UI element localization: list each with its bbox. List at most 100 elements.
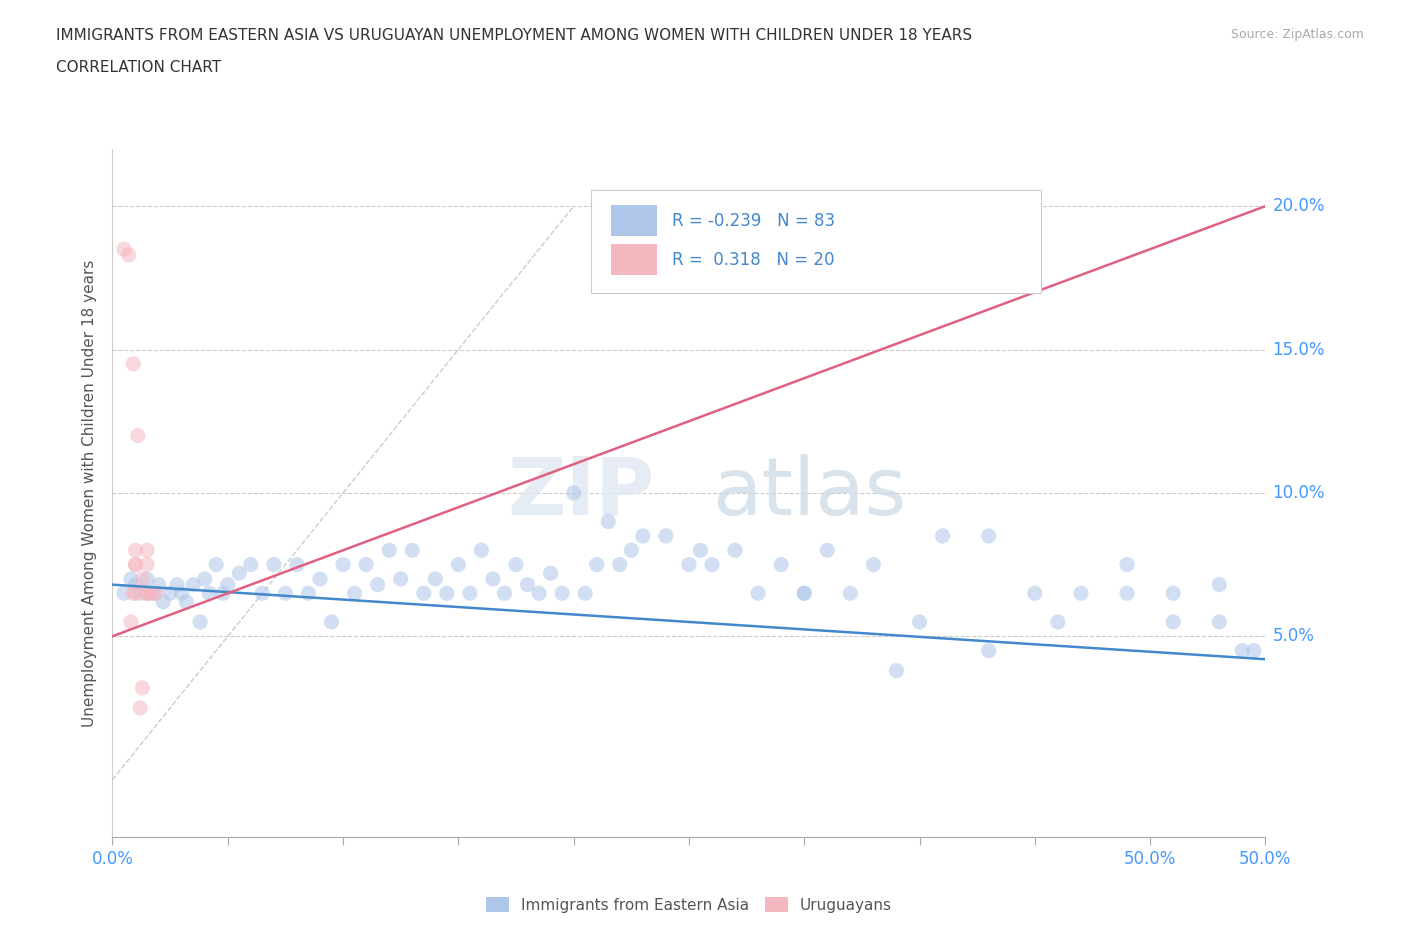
Point	[124, 557, 146, 572]
Text: CORRELATION CHART: CORRELATION CHART	[56, 60, 221, 75]
Point	[505, 557, 527, 572]
Point	[562, 485, 585, 500]
Point	[862, 557, 884, 572]
Point	[136, 557, 159, 572]
Point	[527, 586, 550, 601]
Legend: Immigrants from Eastern Asia, Uruguayans: Immigrants from Eastern Asia, Uruguayans	[479, 891, 898, 919]
Point	[297, 586, 319, 601]
Point	[285, 557, 308, 572]
Point	[309, 571, 332, 587]
Point	[120, 615, 142, 630]
Point	[1208, 578, 1230, 592]
Text: 20.0%: 20.0%	[1272, 197, 1324, 215]
Text: Source: ZipAtlas.com: Source: ZipAtlas.com	[1230, 28, 1364, 41]
Point	[620, 543, 643, 558]
Point	[724, 543, 747, 558]
Point	[977, 644, 1000, 658]
Point	[977, 528, 1000, 543]
Point	[793, 586, 815, 601]
Point	[136, 586, 159, 601]
Point	[1161, 615, 1184, 630]
Point	[141, 586, 163, 601]
Point	[145, 586, 167, 601]
Point	[212, 586, 235, 601]
Point	[551, 586, 574, 601]
Point	[401, 543, 423, 558]
Point	[343, 586, 366, 601]
Point	[112, 242, 135, 257]
Point	[609, 557, 631, 572]
Text: 15.0%: 15.0%	[1272, 340, 1324, 359]
Point	[655, 528, 678, 543]
Point	[122, 356, 145, 371]
Point	[131, 681, 153, 696]
Point	[332, 557, 354, 572]
Point	[770, 557, 793, 572]
Point	[540, 565, 562, 580]
Point	[482, 571, 505, 587]
FancyBboxPatch shape	[610, 244, 657, 274]
Point	[148, 578, 170, 592]
Point	[143, 586, 166, 601]
Point	[136, 543, 159, 558]
Point	[458, 586, 481, 601]
Point	[112, 586, 135, 601]
Point	[908, 615, 931, 630]
Point	[228, 565, 250, 580]
Point	[494, 586, 516, 601]
Point	[174, 594, 197, 609]
Point	[124, 586, 146, 601]
Text: 5.0%: 5.0%	[1272, 627, 1315, 645]
Point	[436, 586, 458, 601]
Point	[389, 571, 412, 587]
Point	[124, 578, 146, 592]
Point	[425, 571, 447, 587]
Point	[931, 528, 953, 543]
Point	[321, 615, 343, 630]
Point	[181, 578, 204, 592]
Point	[1208, 615, 1230, 630]
Point	[1070, 586, 1092, 601]
Point	[1232, 644, 1254, 658]
Point	[129, 700, 152, 715]
Point	[170, 586, 193, 601]
Point	[678, 557, 700, 572]
Point	[631, 528, 654, 543]
Point	[1243, 644, 1265, 658]
Point	[188, 615, 211, 630]
Point	[747, 586, 769, 601]
Point	[124, 557, 146, 572]
Point	[574, 586, 596, 601]
Point	[598, 514, 620, 529]
Point	[447, 557, 470, 572]
Text: 10.0%: 10.0%	[1272, 484, 1324, 502]
Text: IMMIGRANTS FROM EASTERN ASIA VS URUGUAYAN UNEMPLOYMENT AMONG WOMEN WITH CHILDREN: IMMIGRANTS FROM EASTERN ASIA VS URUGUAYA…	[56, 28, 973, 43]
Point	[1116, 586, 1139, 601]
Point	[354, 557, 377, 572]
Y-axis label: Unemployment Among Women with Children Under 18 years: Unemployment Among Women with Children U…	[82, 259, 97, 726]
Point	[1161, 586, 1184, 601]
FancyBboxPatch shape	[591, 190, 1040, 293]
Point	[117, 247, 139, 262]
FancyBboxPatch shape	[610, 206, 657, 236]
Point	[198, 586, 221, 601]
Text: atlas: atlas	[711, 454, 907, 532]
Text: R =  0.318   N = 20: R = 0.318 N = 20	[672, 250, 834, 269]
Point	[263, 557, 285, 572]
Point	[129, 586, 152, 601]
Text: ZIP: ZIP	[508, 454, 654, 532]
Point	[412, 586, 434, 601]
Point	[120, 571, 142, 587]
Point	[367, 578, 389, 592]
Point	[793, 586, 815, 601]
Point	[1024, 586, 1046, 601]
Point	[1116, 557, 1139, 572]
Point	[378, 543, 401, 558]
Text: R = -0.239   N = 83: R = -0.239 N = 83	[672, 212, 835, 230]
Point	[689, 543, 711, 558]
Point	[159, 586, 181, 601]
Point	[886, 663, 908, 678]
Point	[194, 571, 217, 587]
Point	[136, 586, 159, 601]
Point	[815, 543, 838, 558]
